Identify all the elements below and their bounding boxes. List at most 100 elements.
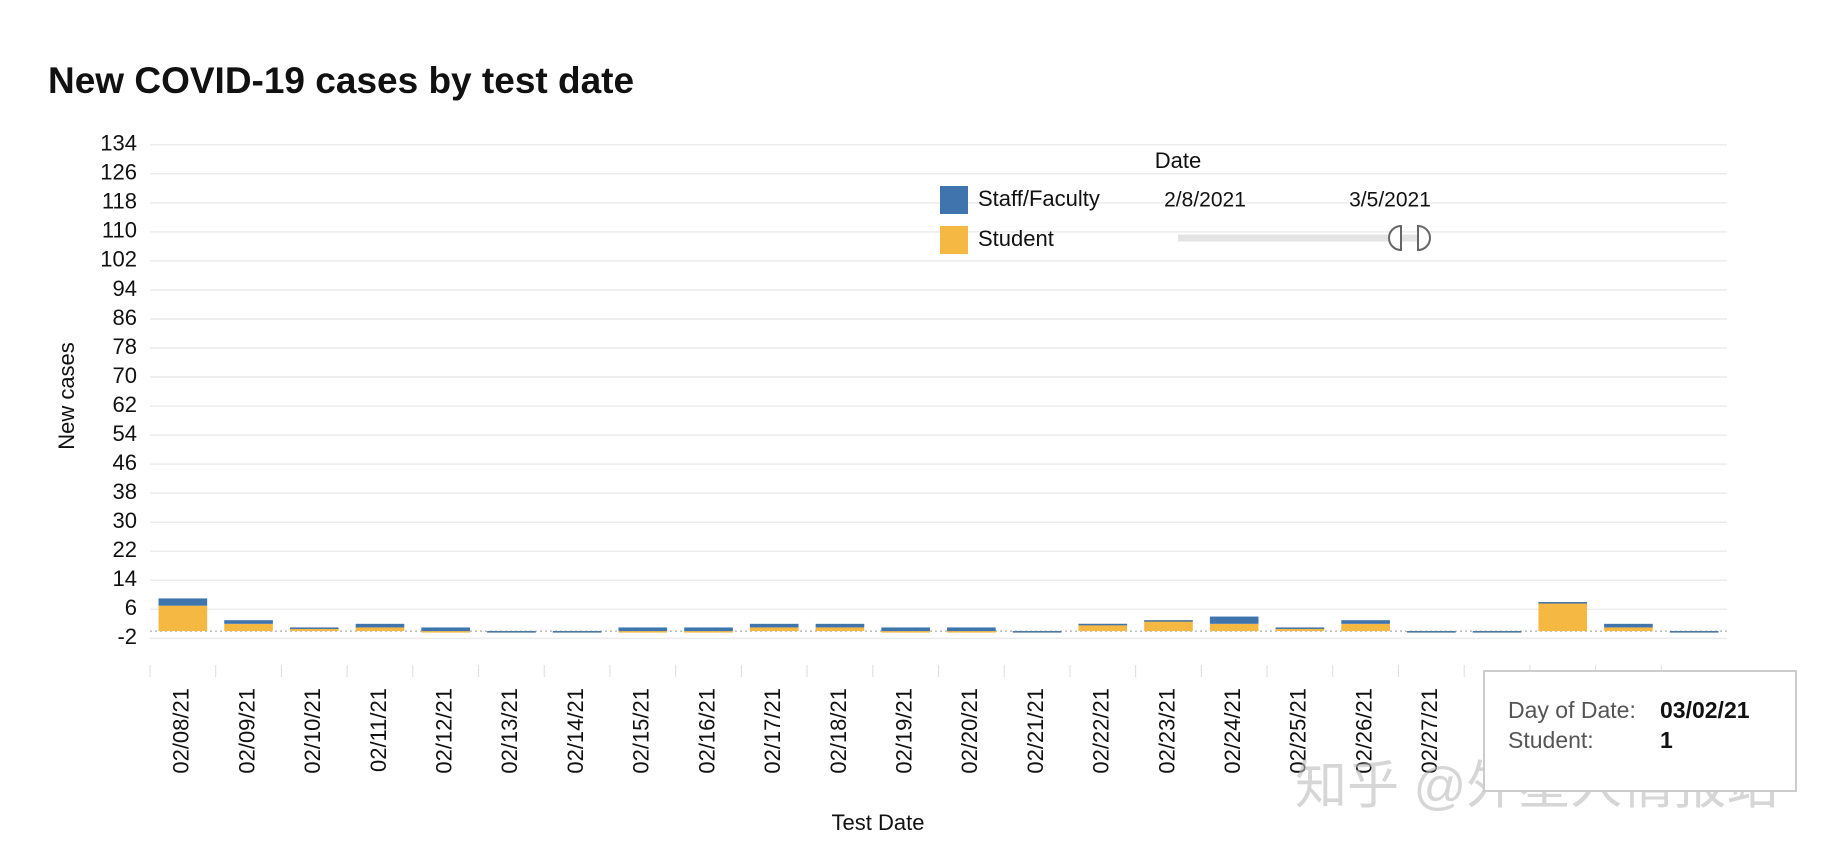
- y-tick-label: 102: [100, 247, 137, 272]
- x-tick-label: 02/14/21: [563, 688, 588, 774]
- bar-segment: [618, 631, 668, 633]
- bar-segment: [1538, 602, 1588, 604]
- bar-segment: [1144, 620, 1193, 622]
- bar-segment: [1209, 623, 1259, 632]
- bar-segment: [749, 623, 799, 628]
- bar-segment: [355, 623, 405, 628]
- bar-segment: [815, 627, 865, 632]
- bar-segment: [224, 623, 273, 632]
- x-tick-label: 02/10/21: [300, 688, 325, 774]
- x-tick-label: 02/22/21: [1089, 688, 1114, 774]
- legend: Staff/Faculty Student: [940, 186, 1100, 254]
- bar-segment: [1275, 627, 1325, 632]
- x-tick-label: 02/17/21: [760, 688, 785, 774]
- y-tick-label: 78: [113, 334, 137, 359]
- tooltip-label: Student:: [1508, 727, 1594, 753]
- x-axis-title: Test Date: [832, 810, 925, 835]
- y-tick-label: 86: [113, 305, 137, 330]
- bar-segment: [158, 598, 208, 606]
- tooltip-value: 1: [1660, 727, 1673, 753]
- bar-segment: [947, 631, 996, 633]
- bar-segment: [1144, 620, 1193, 632]
- plot-area: [150, 123, 1727, 671]
- tooltip: Day of Date: 03/02/21 Student: 1: [1483, 670, 1797, 792]
- bar-segment: [289, 627, 339, 629]
- bar-segment: [224, 620, 273, 624]
- bar-segment: [487, 631, 536, 633]
- x-tick-label: 02/13/21: [497, 688, 522, 774]
- y-tick-label: 118: [102, 189, 137, 214]
- bar-segment: [1604, 623, 1653, 628]
- bar-segment: [618, 627, 668, 632]
- bar-segment: [1341, 620, 1390, 624]
- bar-segment: [552, 631, 602, 633]
- bar-segment: [1078, 623, 1128, 632]
- x-tick-label: 02/15/21: [629, 688, 654, 774]
- bar-segment: [749, 627, 799, 632]
- x-tick-label: 02/12/21: [432, 688, 457, 774]
- y-tick-label: 46: [113, 450, 137, 475]
- y-tick-label: 6: [125, 595, 137, 620]
- y-tick-label: 126: [100, 160, 137, 185]
- bar-segment: [289, 627, 339, 632]
- x-tick-label: 02/19/21: [891, 688, 916, 774]
- legend-swatch: [940, 186, 968, 214]
- x-tick-label: 02/11/21: [366, 688, 391, 772]
- x-tick-label: 02/26/21: [1351, 688, 1376, 774]
- legend-label: Student: [978, 226, 1054, 251]
- bar-segment: [1209, 616, 1259, 624]
- y-tick-label: 54: [113, 421, 137, 446]
- x-tick-label: 02/20/21: [957, 688, 982, 774]
- y-tick-label: 134: [100, 131, 137, 156]
- bar-segment: [421, 627, 470, 632]
- filter-label: Date: [1155, 148, 1201, 173]
- x-tick-label: 02/23/21: [1154, 688, 1179, 774]
- bar-segment: [421, 631, 470, 633]
- y-tick-label: 22: [113, 537, 137, 562]
- bar-segment: [1669, 631, 1719, 633]
- filter-slider-handle[interactable]: [1388, 224, 1431, 252]
- tooltip-value: 03/02/21: [1660, 697, 1750, 723]
- bar-segment: [158, 605, 208, 632]
- bar-segment: [1407, 631, 1456, 633]
- bar-segment: [1538, 602, 1588, 632]
- bar-segment: [1012, 631, 1062, 633]
- bar-segment: [1472, 631, 1522, 633]
- chart-title: New COVID-19 cases by test date: [48, 60, 634, 101]
- bar-segment: [355, 627, 405, 632]
- filter-end: 3/5/2021: [1349, 189, 1431, 212]
- bar-segment: [815, 623, 865, 628]
- filter-start: 2/8/2021: [1164, 189, 1246, 212]
- bar-segment: [1604, 627, 1653, 632]
- y-tick-label: 62: [113, 392, 137, 417]
- y-axis-title: New cases: [54, 342, 79, 450]
- tooltip-label: Day of Date:: [1508, 697, 1636, 723]
- legend-swatch: [940, 226, 968, 254]
- bar-segment: [881, 631, 930, 633]
- y-tick-label: 110: [102, 218, 137, 243]
- bar-segment: [684, 631, 733, 633]
- x-tick-label: 02/27/21: [1417, 688, 1442, 774]
- legend-label: Staff/Faculty: [978, 186, 1100, 211]
- x-tick-label: 02/24/21: [1220, 688, 1245, 774]
- x-tick-label: 02/16/21: [694, 688, 719, 774]
- y-tick-label: 14: [113, 566, 137, 591]
- y-tick-label: 70: [113, 363, 137, 388]
- bar-segment: [947, 627, 996, 632]
- y-tick-label: 94: [113, 276, 137, 301]
- bar-segment: [684, 627, 733, 632]
- x-tick-label: 02/09/21: [234, 688, 259, 774]
- y-tick-label: 38: [113, 479, 137, 504]
- x-tick-label: 02/25/21: [1286, 688, 1311, 774]
- x-tick-label: 02/21/21: [1023, 688, 1048, 774]
- x-tick-label: 02/08/21: [169, 688, 194, 774]
- x-tick-label: 02/18/21: [826, 688, 851, 774]
- y-tick-label: 30: [113, 508, 137, 533]
- bar-segment: [1275, 627, 1325, 629]
- tooltip-box: [1483, 670, 1797, 792]
- bar-segment: [1341, 623, 1390, 632]
- bar-segment: [881, 627, 930, 632]
- bar-segment: [1078, 623, 1128, 626]
- y-tick-label: -2: [117, 624, 137, 649]
